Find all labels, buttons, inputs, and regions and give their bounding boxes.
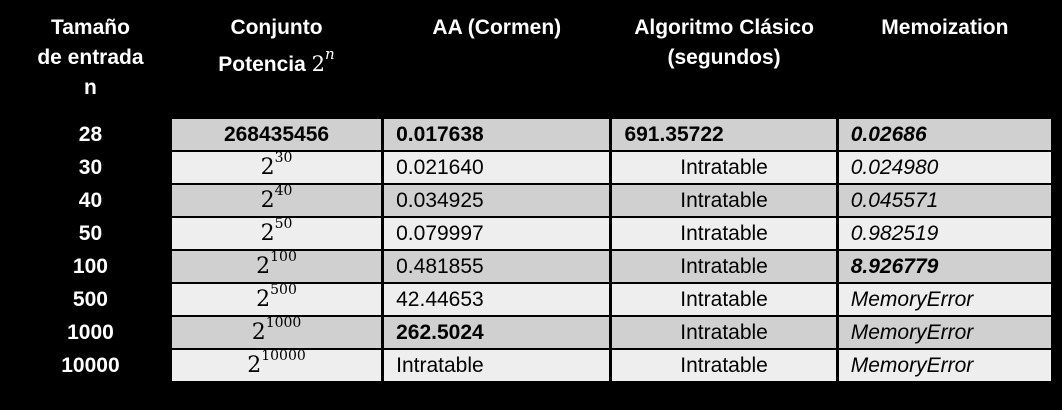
header-memo: Memoization xyxy=(838,9,1051,117)
table-row: 1000 21000 262.5024 Intratable MemoryErr… xyxy=(12,316,1051,348)
row-aa: 0.079997 xyxy=(384,218,610,249)
table-row: 500 2500 42.44653 Intratable MemoryError xyxy=(12,283,1051,315)
row-classic: Intratable xyxy=(612,152,836,183)
row-aa: 42.44653 xyxy=(384,284,610,315)
row-power: 2500 xyxy=(171,283,382,315)
row-n: 28 xyxy=(12,119,169,150)
row-n: 40 xyxy=(12,185,169,216)
row-aa: 0.481855 xyxy=(384,251,610,282)
table-row: 50 250 0.079997 Intratable 0.982519 xyxy=(12,217,1051,249)
row-classic: Intratable xyxy=(612,218,836,249)
row-classic: Intratable xyxy=(612,185,836,216)
row-memo: MemoryError xyxy=(838,317,1051,348)
row-power: 2100 xyxy=(171,250,382,282)
row-memo: 0.02686 xyxy=(838,119,1051,150)
results-table: Tamaño de entrada n Conjunto Potencia 2n… xyxy=(9,7,1054,383)
row-n: 1000 xyxy=(12,317,169,348)
row-aa: Intratable xyxy=(384,350,610,381)
row-memo: MemoryError xyxy=(838,350,1051,381)
header-classic: Algoritmo Clásico (segundos) xyxy=(612,9,836,117)
row-memo: 8.926779 xyxy=(838,251,1051,282)
row-memo: 0.982519 xyxy=(838,218,1051,249)
table-row: 10000 210000 Intratable Intratable Memor… xyxy=(12,349,1051,381)
row-memo: 0.045571 xyxy=(838,185,1051,216)
row-aa: 0.021640 xyxy=(384,152,610,183)
table-row: 100 2100 0.481855 Intratable 8.926779 xyxy=(12,250,1051,282)
row-classic: Intratable xyxy=(612,350,836,381)
row-classic: Intratable xyxy=(612,317,836,348)
table-row: 30 230 0.021640 Intratable 0.024980 xyxy=(12,151,1051,183)
row-n: 100 xyxy=(12,251,169,282)
row-power: 250 xyxy=(171,217,382,249)
row-aa: 262.5024 xyxy=(384,317,610,348)
row-memo: MemoryError xyxy=(838,284,1051,315)
row-aa: 0.017638 xyxy=(384,119,610,150)
header-aa: AA (Cormen) xyxy=(384,9,610,117)
row-classic: Intratable xyxy=(612,251,836,282)
row-n: 500 xyxy=(12,284,169,315)
row-power: 230 xyxy=(171,151,382,183)
row-classic: 691.35722 xyxy=(612,119,836,150)
row-n: 50 xyxy=(12,218,169,249)
table-row: 28 268435456 0.017638 691.35722 0.02686 xyxy=(12,119,1051,150)
row-classic: Intratable xyxy=(612,284,836,315)
table-row: 40 240 0.034925 Intratable 0.045571 xyxy=(12,184,1051,216)
row-n: 10000 xyxy=(12,350,169,381)
row-power: 21000 xyxy=(171,316,382,348)
row-power: 268435456 xyxy=(171,119,382,150)
row-n: 30 xyxy=(12,152,169,183)
header-power-set: Conjunto Potencia 2n xyxy=(171,9,382,117)
header-size: Tamaño de entrada n xyxy=(12,9,169,117)
row-memo: 0.024980 xyxy=(838,152,1051,183)
row-aa: 0.034925 xyxy=(384,185,610,216)
header-row: Tamaño de entrada n Conjunto Potencia 2n… xyxy=(12,9,1051,117)
row-power: 210000 xyxy=(171,349,382,381)
row-power: 240 xyxy=(171,184,382,216)
